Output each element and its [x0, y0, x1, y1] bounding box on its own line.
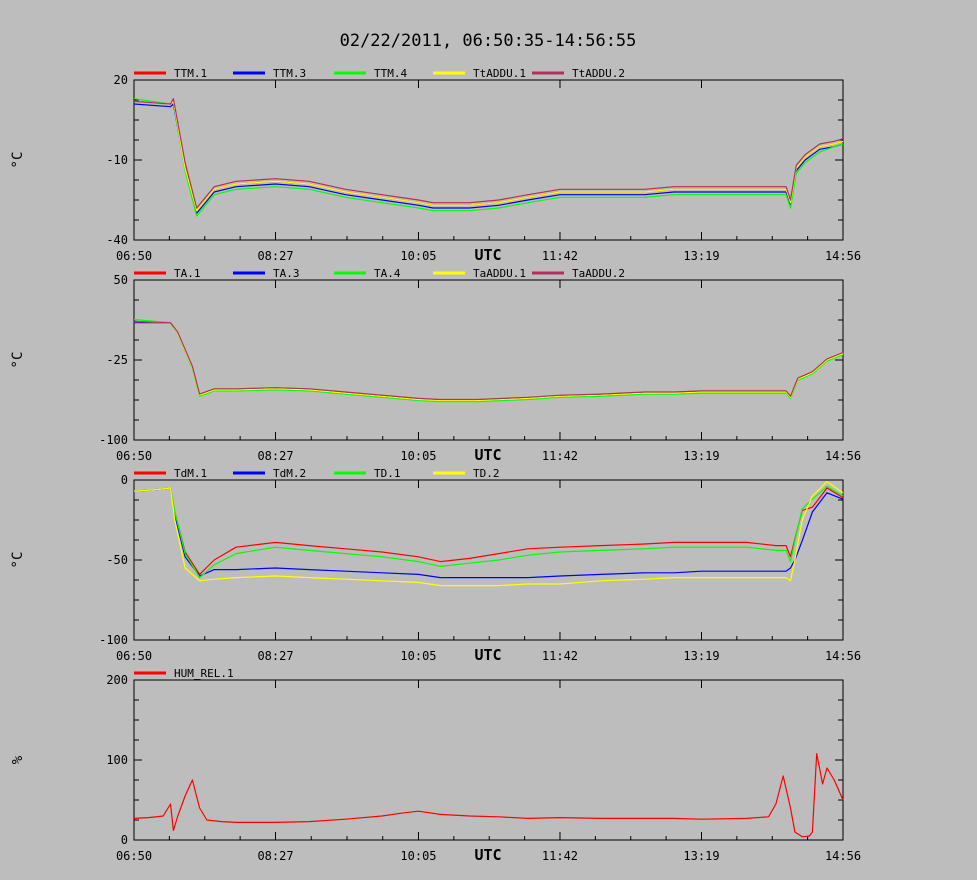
series-line-TaADDU.2	[133, 321, 844, 401]
legend-label: TD.2	[473, 467, 500, 480]
plot-frame	[133, 79, 844, 241]
chart-panel-3: 0 -50 -100 06:50 08:27 10:05 11:42 13:19 14:56 UT…	[10, 467, 861, 664]
legend-label: TaADDU.1	[473, 267, 526, 280]
y-tick-label: -10	[106, 153, 128, 167]
legend-label: TTM.4	[374, 67, 407, 80]
x-tick-label: 13:19	[683, 649, 719, 663]
x-axis-label: UTC	[474, 646, 501, 664]
y-tick-label: 100	[106, 753, 128, 767]
x-tick-label: 11:42	[542, 449, 578, 463]
series-line-TdM.1	[133, 487, 844, 576]
series-line-TTM.4	[133, 98, 844, 217]
legend-label: TA.4	[374, 267, 401, 280]
x-tick-label: 14:56	[825, 249, 861, 263]
legend-label: TA.3	[273, 267, 300, 280]
x-tick-label: 10:05	[400, 449, 436, 463]
plot-frame	[133, 479, 844, 641]
x-axis-label: UTC	[474, 246, 501, 264]
x-tick-label: 08:27	[257, 249, 293, 263]
x-tick-label: 10:05	[400, 249, 436, 263]
x-tick-label: 11:42	[542, 849, 578, 863]
x-tick-label: 13:19	[683, 449, 719, 463]
plot-frame	[133, 279, 844, 441]
x-axis-label: UTC	[474, 446, 501, 464]
x-tick-label: 11:42	[542, 649, 578, 663]
series-line-TD.1	[133, 485, 844, 579]
y-tick-label: -100	[99, 433, 128, 447]
y-tick-label: 200	[106, 673, 128, 687]
y-tick-label: -40	[106, 233, 128, 247]
series-line-TtADDU.2	[133, 98, 844, 209]
x-tick-label: 10:05	[400, 649, 436, 663]
y-axis-label: °C	[10, 552, 26, 569]
y-tick-label: 50	[114, 273, 128, 287]
chart-panels: 20 -10 -40 06:50 08:27 10:05 11:42 13:19 14:56 UT…	[10, 67, 861, 864]
x-tick-label: 11:42	[542, 249, 578, 263]
x-tick-label: 13:19	[683, 249, 719, 263]
x-tick-label: 06:50	[116, 649, 152, 663]
x-tick-label: 14:56	[825, 449, 861, 463]
chart-panel-1: 20 -10 -40 06:50 08:27 10:05 11:42 13:19 14:56 UT…	[10, 67, 861, 264]
series-line-HUM_REL.1	[133, 752, 844, 838]
legend-label: TtADDU.2	[572, 67, 625, 80]
legend-label: TD.1	[374, 467, 401, 480]
chart-panel-2: 50 -25 -100 06:50 08:27 10:05 11:42 13:19 14:56 U…	[10, 267, 861, 464]
y-tick-label: 0	[121, 473, 128, 487]
x-tick-label: 10:05	[400, 849, 436, 863]
x-axis-label: UTC	[474, 846, 501, 864]
legend-label: TtADDU.1	[473, 67, 526, 80]
y-tick-label: -25	[106, 353, 128, 367]
legend-label: HUM_REL.1	[174, 667, 234, 680]
y-tick-label: -100	[99, 633, 128, 647]
series-line-TdM.2	[133, 487, 844, 579]
x-tick-label: 08:27	[257, 449, 293, 463]
y-axis-label: °C	[10, 152, 26, 169]
x-tick-label: 14:56	[825, 649, 861, 663]
x-tick-label: 06:50	[116, 249, 152, 263]
y-tick-label: 20	[114, 73, 128, 87]
series-line-TTM.3	[133, 103, 844, 214]
x-tick-label: 13:19	[683, 849, 719, 863]
legend-label: TdM.1	[174, 467, 207, 480]
series-line-TD.2	[133, 481, 844, 587]
chart-title: 02/22/2011, 06:50:35-14:56:55	[340, 31, 637, 51]
x-tick-label: 08:27	[257, 849, 293, 863]
y-axis-label: %	[10, 755, 26, 764]
legend-label: TaADDU.2	[572, 267, 625, 280]
series-line-TA.4	[133, 318, 844, 403]
x-tick-label: 14:56	[825, 849, 861, 863]
legend-label: TdM.2	[273, 467, 306, 480]
legend-label: TA.1	[174, 267, 201, 280]
x-tick-label: 08:27	[257, 649, 293, 663]
y-axis-label: °C	[10, 352, 26, 369]
y-tick-label: -50	[106, 553, 128, 567]
x-tick-label: 06:50	[116, 849, 152, 863]
chart-panel-4: 200 100 0 06:50 08:27 10:05 11:42 13:19 14:56 UTC…	[10, 667, 861, 864]
y-tick-label: 0	[121, 833, 128, 847]
legend-label: TTM.3	[273, 67, 306, 80]
x-tick-label: 06:50	[116, 449, 152, 463]
series-line-TaADDU.1	[133, 321, 844, 402]
legend-label: TTM.1	[174, 67, 207, 80]
